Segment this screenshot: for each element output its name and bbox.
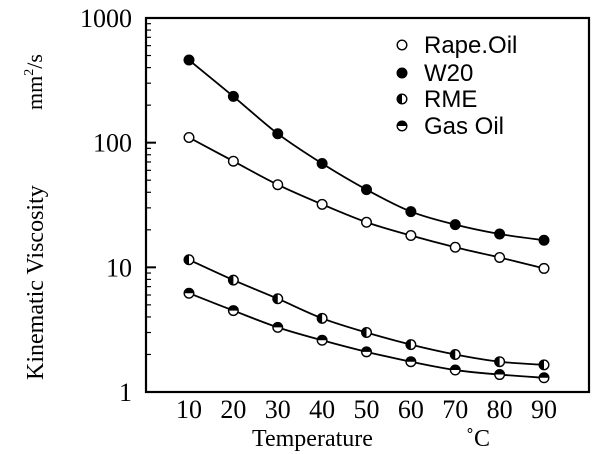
data-point [316,334,328,346]
data-point [449,241,461,253]
x-tick-label: 60 [398,395,424,424]
y-unit-main: mm [22,76,47,110]
data-point [405,356,417,368]
data-point [538,234,550,246]
data-point [494,251,506,263]
data-point [405,230,417,242]
legend-label: Rape.Oil [424,32,517,59]
data-point [494,228,506,240]
data-point [449,219,461,231]
x-tick-label: 90 [531,395,557,424]
data-point [227,90,239,102]
series-line-1 [188,59,545,242]
legend-marker [396,39,408,51]
data-point [494,369,506,381]
y-tick-label: 1000 [80,4,132,33]
legend-label: Gas Oil [424,113,504,140]
x-tick-label: 70 [442,395,468,424]
x-axis-unit: ˚C [466,426,490,452]
legend-marker [396,120,408,132]
legend-marker [396,93,408,105]
data-point [272,321,284,333]
x-tick-label: 40 [309,395,335,424]
x-tick-label: 30 [265,395,291,424]
data-point [360,216,373,228]
y-axis-title: Kinematic Viscosity [23,185,49,380]
y-tick-label: 100 [93,129,132,158]
y-tick-label: 1 [119,378,132,407]
legend-label: RME [424,86,477,113]
plot-frame [144,16,591,394]
data-point [227,305,239,317]
data-point [272,128,284,140]
x-tick-label: 80 [487,395,513,424]
data-point [316,198,328,210]
x-tick-label: 10 [176,395,202,424]
data-point [227,274,239,286]
data-point [538,372,550,384]
y-unit-sup: 2 [22,69,37,76]
y-unit-tail: /s [22,54,47,69]
data-point [183,132,195,144]
data-point [183,287,195,299]
data-point [360,184,373,196]
data-point [272,293,284,305]
data-point [405,206,417,218]
data-point [449,348,461,360]
x-axis-title: Temperature [252,426,373,452]
data-point [360,327,373,339]
data-point [538,359,550,371]
y-tick-label: 10 [106,253,132,282]
data-point [183,254,195,266]
data-point [494,356,506,368]
x-tick-label: 50 [354,395,380,424]
data-point [272,179,284,191]
data-point [449,364,461,376]
data-point [405,339,417,351]
legend-label: W20 [424,60,473,87]
data-point [316,158,328,170]
svg-text:mm2/s: mm2/s [22,54,47,110]
legend-marker [396,67,408,79]
series-line-0 [188,136,545,270]
data-point [538,262,550,274]
data-point [227,155,239,167]
data-point [183,54,195,66]
x-tick-label: 20 [220,395,246,424]
data-point [360,346,373,358]
data-point [316,312,328,324]
y-axis-unit: mm2/s [22,54,47,110]
